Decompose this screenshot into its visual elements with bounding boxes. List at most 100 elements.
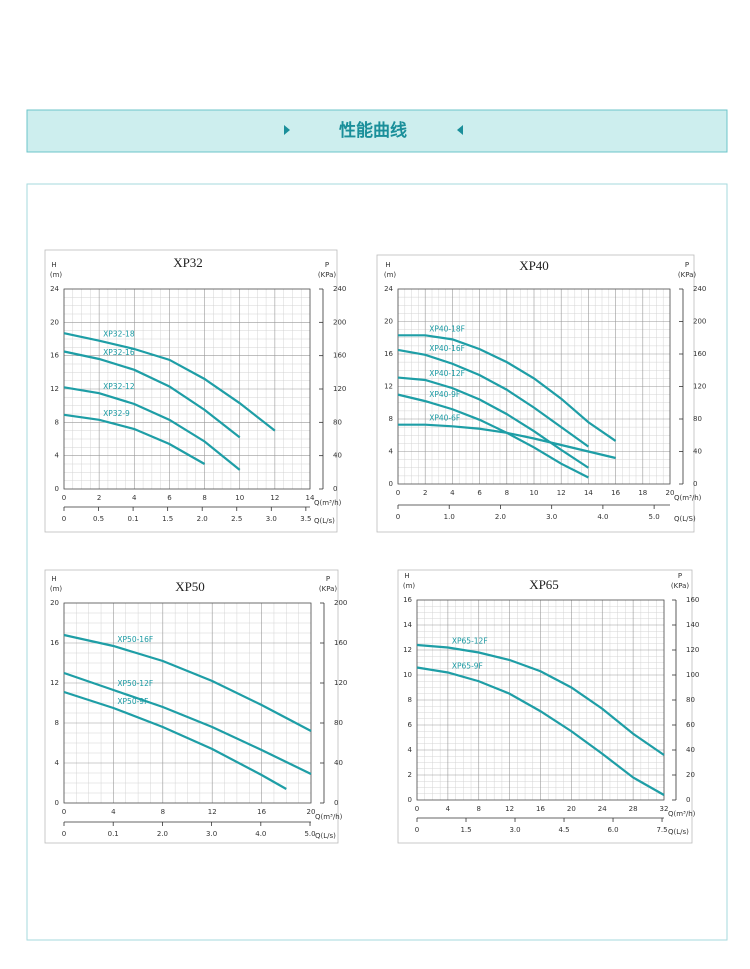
- x-tick-label: 12: [505, 805, 514, 813]
- x2-tick-label: 4.0: [597, 513, 608, 521]
- curve-label: XP32-9: [103, 409, 130, 418]
- x2-tick-label: 1.5: [460, 826, 471, 834]
- plot-frame: [63, 288, 311, 490]
- curve-label: XP40-6F: [429, 414, 460, 423]
- chart-box: [376, 254, 695, 533]
- y2-tick-label: 0: [334, 799, 338, 807]
- y2-tick-label: 120: [334, 679, 347, 687]
- x-tick-label: 6: [477, 489, 482, 497]
- curve-label: XP32-18: [103, 330, 135, 339]
- y-tick-label: 10: [403, 671, 412, 679]
- y-tick-label: 12: [403, 646, 412, 654]
- y-tick-label: 12: [50, 385, 59, 393]
- x2-tick-label: 2.0: [157, 830, 168, 838]
- y2-unit: (KPa): [319, 585, 338, 593]
- y-tick-label: 8: [389, 415, 393, 423]
- y2-tick-label: 40: [686, 746, 695, 754]
- y-tick-label: 8: [55, 719, 59, 727]
- y-tick-label: 0: [55, 799, 59, 807]
- x2-tick-label: 7.5: [656, 826, 667, 834]
- x2-label: Q(L/s): [668, 828, 689, 836]
- y2-tick-label: 140: [686, 621, 699, 629]
- x-tick-label: 4: [446, 805, 451, 813]
- y-tick-label: 12: [384, 383, 393, 391]
- curve: [63, 633, 312, 732]
- y2-tick-label: 240: [693, 285, 706, 293]
- chart-title: XP50: [175, 579, 205, 594]
- curve: [63, 690, 287, 790]
- x2-tick-label: 4.0: [255, 830, 266, 838]
- curve: [398, 423, 616, 460]
- x-tick-label: 14: [584, 489, 593, 497]
- y-tick-label: 2: [408, 771, 412, 779]
- y-tick-label: 16: [50, 639, 59, 647]
- x2-tick-label: 5.0: [304, 830, 315, 838]
- x-tick-label: 16: [536, 805, 545, 813]
- x-tick-label: 14: [306, 494, 315, 502]
- y2-unit: (KPa): [671, 582, 690, 590]
- x2-tick-label: 3.5: [300, 515, 311, 523]
- curve-label: XP40-9F: [429, 390, 460, 399]
- x-label: Q(m³/h): [674, 494, 702, 502]
- y2-tick-label: 20: [686, 771, 695, 779]
- y-tick-label: 12: [50, 679, 59, 687]
- arrow-right: [457, 125, 463, 135]
- y-tick-label: 8: [55, 418, 59, 426]
- x-tick-label: 4: [450, 489, 455, 497]
- header-title: 性能曲线: [339, 120, 407, 141]
- x-tick-label: 20: [307, 808, 316, 816]
- y-tick-label: 4: [408, 746, 413, 754]
- y-tick-label: 4: [55, 452, 60, 460]
- y2-tick-label: 160: [693, 350, 706, 358]
- y2-tick-label: 80: [334, 719, 343, 727]
- x-tick-label: 8: [505, 489, 509, 497]
- x2-tick-label: 5.0: [649, 513, 660, 521]
- curve: [397, 376, 590, 469]
- y-tick-label: 16: [50, 352, 59, 360]
- x2-tick-label: 2.0: [197, 515, 208, 523]
- x2-tick-label: 4.5: [558, 826, 569, 834]
- x-tick-label: 10: [530, 489, 539, 497]
- y-tick-label: 16: [403, 596, 412, 604]
- chart-box: [44, 249, 338, 533]
- x-tick-label: 8: [202, 494, 206, 502]
- x-tick-label: 24: [598, 805, 607, 813]
- y-label: H: [385, 261, 390, 269]
- x-label: Q(m³/h): [668, 810, 696, 818]
- y2-tick-label: 160: [333, 352, 346, 360]
- x2-tick-label: 0.1: [128, 515, 139, 523]
- y2-tick-label: 0: [686, 796, 690, 804]
- y-tick-label: 16: [384, 350, 393, 358]
- y2-tick-label: 40: [334, 759, 343, 767]
- curve-label: XP40-16F: [429, 344, 465, 353]
- y2-tick-label: 120: [686, 646, 699, 654]
- y2-unit: (KPa): [678, 271, 697, 279]
- curve-label: XP50-12F: [117, 679, 153, 688]
- y-tick-label: 4: [55, 759, 60, 767]
- y-tick-label: 0: [389, 480, 393, 488]
- x2-tick-label: 0: [62, 830, 66, 838]
- x2-tick-label: 3.0: [546, 513, 557, 521]
- x2-tick-label: 3.0: [509, 826, 520, 834]
- x2-tick-label: 0: [415, 826, 419, 834]
- x-tick-label: 4: [111, 808, 116, 816]
- x-tick-label: 32: [660, 805, 669, 813]
- y-tick-label: 6: [408, 721, 413, 729]
- x-tick-label: 2: [97, 494, 101, 502]
- y2-unit: (KPa): [318, 271, 337, 279]
- chart-title: XP32: [173, 255, 203, 270]
- x-tick-label: 18: [638, 489, 647, 497]
- x2-tick-label: 3.0: [266, 515, 277, 523]
- x2-label: Q(L/s): [314, 517, 335, 525]
- x-tick-label: 6: [167, 494, 172, 502]
- y2-label: P: [685, 261, 689, 269]
- x-tick-label: 4: [132, 494, 137, 502]
- curve-label: XP65-9F: [452, 662, 483, 671]
- y2-tick-label: 40: [333, 452, 342, 460]
- x-tick-label: 0: [62, 808, 66, 816]
- y-tick-label: 24: [384, 285, 393, 293]
- curve: [416, 666, 665, 796]
- y2-tick-label: 0: [333, 485, 337, 493]
- y2-label: P: [326, 575, 330, 583]
